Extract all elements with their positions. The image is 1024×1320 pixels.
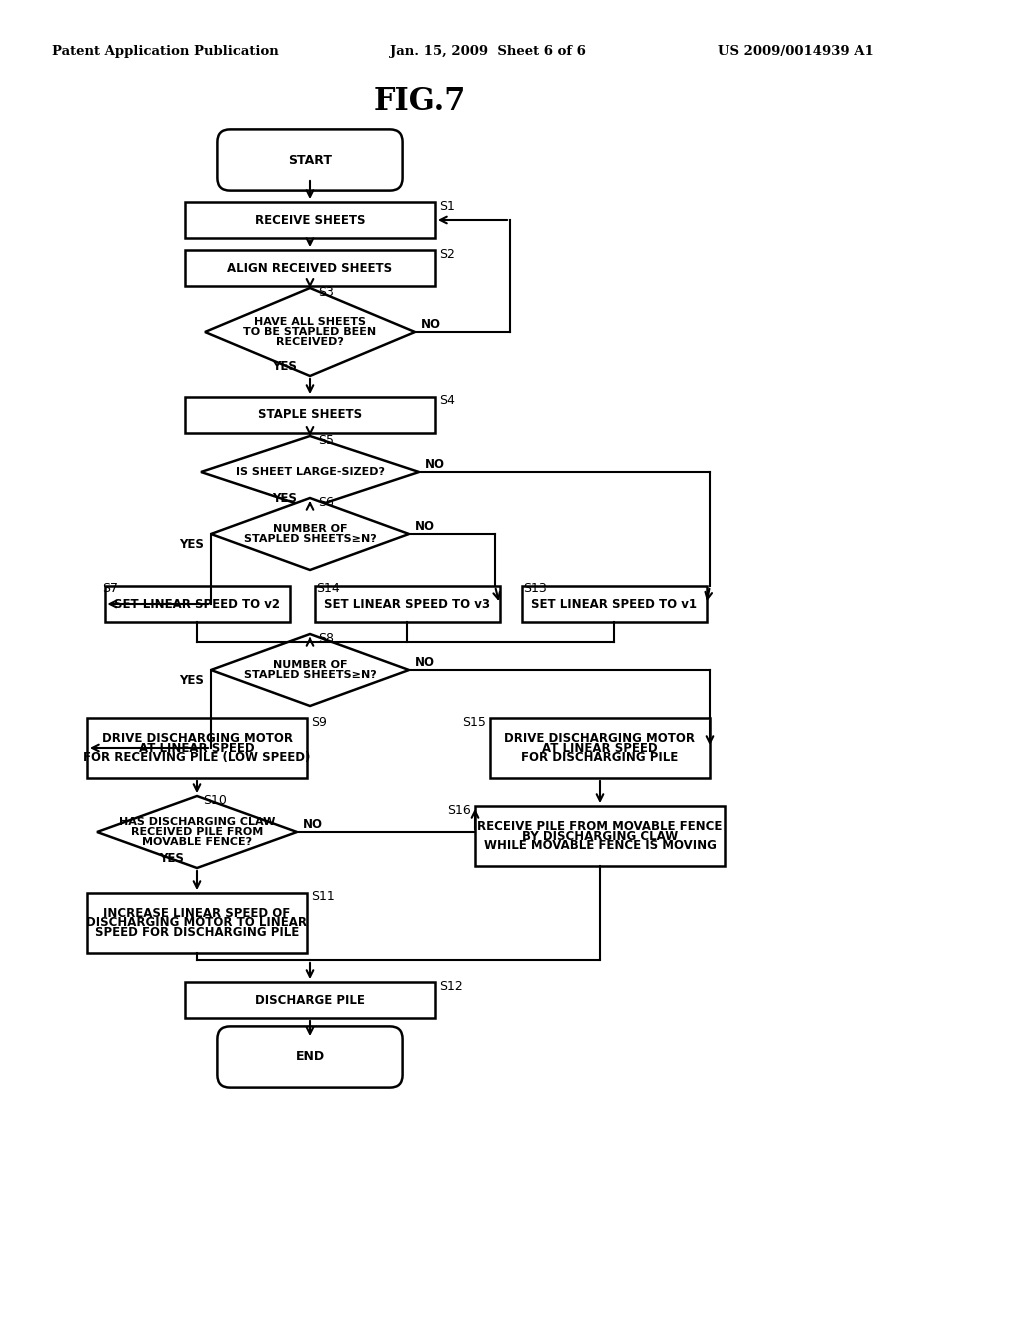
Text: RECEIVE PILE FROM MOVABLE FENCE: RECEIVE PILE FROM MOVABLE FENCE: [477, 820, 723, 833]
Text: STAPLED SHEETS≥N?: STAPLED SHEETS≥N?: [244, 533, 377, 544]
Text: RECEIVE SHEETS: RECEIVE SHEETS: [255, 214, 366, 227]
Text: NO: NO: [303, 817, 323, 830]
Text: S8: S8: [318, 631, 334, 644]
Text: S2: S2: [439, 248, 455, 260]
Bar: [475, 807, 725, 866]
Bar: [87, 718, 307, 777]
Text: SET LINEAR SPEED TO v3: SET LINEAR SPEED TO v3: [324, 598, 490, 610]
Text: S16: S16: [447, 804, 471, 817]
Text: RECEIVED?: RECEIVED?: [276, 337, 344, 347]
Text: ALIGN RECEIVED SHEETS: ALIGN RECEIVED SHEETS: [227, 261, 392, 275]
Text: HAS DISCHARGING CLAW: HAS DISCHARGING CLAW: [119, 817, 275, 828]
Text: US 2009/0014939 A1: US 2009/0014939 A1: [718, 45, 873, 58]
Text: YES: YES: [179, 537, 204, 550]
Bar: [490, 718, 710, 777]
Text: S3: S3: [318, 285, 334, 298]
Text: STAPLED SHEETS≥N?: STAPLED SHEETS≥N?: [244, 669, 377, 680]
Text: S12: S12: [439, 979, 463, 993]
Text: NUMBER OF: NUMBER OF: [272, 660, 347, 671]
Bar: [185, 202, 435, 238]
Text: DRIVE DISCHARGING MOTOR: DRIVE DISCHARGING MOTOR: [101, 733, 293, 746]
Text: NUMBER OF: NUMBER OF: [272, 524, 347, 535]
Polygon shape: [211, 498, 409, 570]
Bar: [185, 249, 435, 286]
Text: DISCHARGE PILE: DISCHARGE PILE: [255, 994, 365, 1006]
Text: S15: S15: [462, 715, 485, 729]
Text: S6: S6: [318, 495, 334, 508]
Text: DRIVE DISCHARGING MOTOR: DRIVE DISCHARGING MOTOR: [505, 733, 695, 746]
Text: END: END: [296, 1051, 325, 1064]
Text: NO: NO: [425, 458, 445, 470]
Bar: [314, 586, 500, 622]
Bar: [521, 586, 707, 622]
Text: INCREASE LINEAR SPEED OF: INCREASE LINEAR SPEED OF: [103, 907, 291, 920]
Polygon shape: [97, 796, 297, 869]
Text: SET LINEAR SPEED TO v1: SET LINEAR SPEED TO v1: [531, 598, 697, 610]
Text: YES: YES: [272, 491, 297, 504]
Text: WHILE MOVABLE FENCE IS MOVING: WHILE MOVABLE FENCE IS MOVING: [483, 838, 717, 851]
Bar: [185, 397, 435, 433]
Text: NO: NO: [415, 656, 435, 668]
Text: S1: S1: [439, 199, 455, 213]
Text: NO: NO: [415, 520, 435, 532]
Text: STAPLE SHEETS: STAPLE SHEETS: [258, 408, 362, 421]
Text: S5: S5: [318, 433, 334, 446]
Text: Patent Application Publication: Patent Application Publication: [52, 45, 279, 58]
Text: S4: S4: [439, 395, 455, 408]
Text: S13: S13: [523, 582, 547, 594]
Text: START: START: [288, 153, 332, 166]
Text: YES: YES: [272, 359, 297, 372]
Text: NO: NO: [421, 318, 441, 330]
Text: S10: S10: [203, 793, 227, 807]
Text: S7: S7: [102, 582, 119, 594]
Text: SET LINEAR SPEED TO v2: SET LINEAR SPEED TO v2: [114, 598, 280, 610]
Text: S11: S11: [311, 891, 335, 903]
Text: AT LINEAR SPEED: AT LINEAR SPEED: [542, 742, 657, 755]
Text: AT LINEAR SPEED: AT LINEAR SPEED: [139, 742, 255, 755]
Bar: [185, 982, 435, 1018]
Text: FOR RECEIVING PILE (LOW SPEED): FOR RECEIVING PILE (LOW SPEED): [83, 751, 310, 764]
Text: Jan. 15, 2009  Sheet 6 of 6: Jan. 15, 2009 Sheet 6 of 6: [390, 45, 586, 58]
Polygon shape: [211, 634, 409, 706]
Text: RECEIVED PILE FROM: RECEIVED PILE FROM: [131, 828, 263, 837]
FancyBboxPatch shape: [217, 1027, 402, 1088]
Text: YES: YES: [179, 673, 204, 686]
Polygon shape: [205, 288, 415, 376]
Text: HAVE ALL SHEETS: HAVE ALL SHEETS: [254, 317, 366, 327]
Text: S9: S9: [311, 715, 327, 729]
Text: DISCHARGING MOTOR TO LINEAR: DISCHARGING MOTOR TO LINEAR: [86, 916, 307, 929]
Polygon shape: [201, 436, 419, 508]
FancyBboxPatch shape: [217, 129, 402, 190]
Text: MOVABLE FENCE?: MOVABLE FENCE?: [142, 837, 252, 846]
Text: SPEED FOR DISCHARGING PILE: SPEED FOR DISCHARGING PILE: [95, 925, 299, 939]
Text: BY DISCHARGING CLAW: BY DISCHARGING CLAW: [522, 829, 678, 842]
Text: YES: YES: [159, 851, 184, 865]
Text: TO BE STAPLED BEEN: TO BE STAPLED BEEN: [244, 327, 377, 337]
Text: IS SHEET LARGE-SIZED?: IS SHEET LARGE-SIZED?: [236, 467, 384, 477]
Text: S14: S14: [316, 582, 340, 594]
Bar: [87, 894, 307, 953]
Bar: [104, 586, 290, 622]
Text: FOR DISCHARGING PILE: FOR DISCHARGING PILE: [521, 751, 679, 764]
Text: FIG.7: FIG.7: [374, 87, 466, 117]
